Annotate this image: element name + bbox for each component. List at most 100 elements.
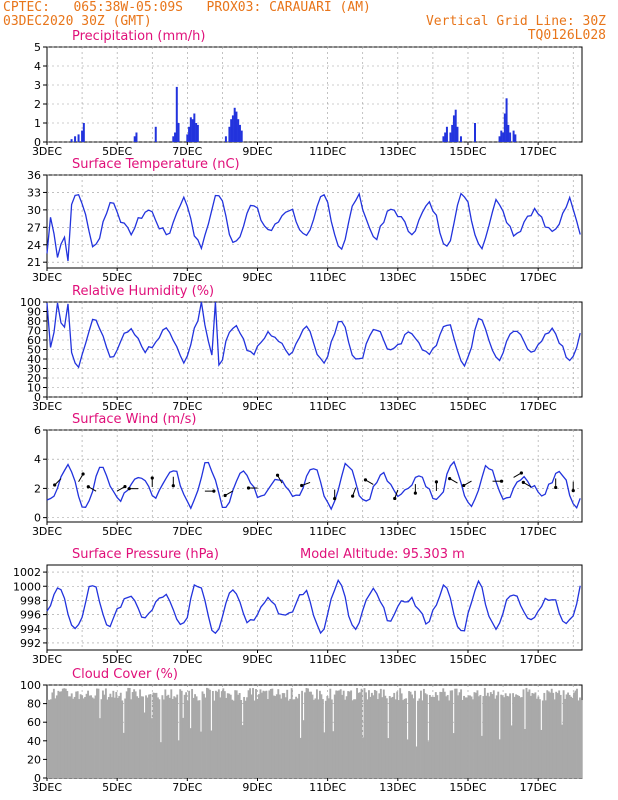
panel-title: Relative Humidity (%) xyxy=(72,284,214,299)
cloud-bar xyxy=(558,690,561,778)
cloud-bar xyxy=(155,692,158,778)
cloud-bar xyxy=(315,689,318,778)
y-tick-label: 30 xyxy=(27,204,41,217)
cloud-bar xyxy=(431,696,434,778)
cloud-bar xyxy=(373,689,376,778)
cloud-bar xyxy=(504,693,507,778)
y-tick-label: 33 xyxy=(27,186,41,199)
wind-arrow-head xyxy=(363,478,368,482)
x-tick-label: 7DEC xyxy=(172,653,202,666)
x-tick-label: 15DEC xyxy=(449,145,486,158)
cloud-bar xyxy=(107,697,110,778)
cloud-bar xyxy=(183,694,186,778)
cloud-bar xyxy=(579,697,581,778)
x-tick-label: 15DEC xyxy=(449,525,486,538)
cloud-bar xyxy=(73,696,76,778)
cloud-bar xyxy=(87,690,90,778)
cloud-bar xyxy=(96,688,98,778)
cloud-bar xyxy=(55,695,58,778)
cloud-bar xyxy=(360,688,363,778)
cloud-bar xyxy=(286,689,289,778)
wind-arrow-head xyxy=(393,496,397,501)
header-line2-right: Vertical Grid Line: 30Z xyxy=(425,14,606,29)
cloud-bar xyxy=(93,698,95,778)
cloud-bar xyxy=(249,688,251,778)
cloud-bar xyxy=(272,695,275,778)
cloud-bar xyxy=(531,693,534,778)
cloud-bar xyxy=(186,700,189,778)
x-tick-label: 17DEC xyxy=(520,145,557,158)
cloud-bar xyxy=(464,697,467,778)
x-tick-label: 15DEC xyxy=(449,271,486,284)
x-tick-label: 3DEC xyxy=(32,525,62,538)
y-tick-label: 0 xyxy=(34,391,41,404)
cloud-bar xyxy=(148,694,150,778)
cloud-bar xyxy=(82,698,85,778)
cloud-bar xyxy=(113,697,116,778)
cloud-bar xyxy=(121,700,124,778)
cloud-bar xyxy=(354,699,357,778)
cloud-bar xyxy=(305,687,308,778)
cloud-bar xyxy=(336,690,339,778)
cloud-bar xyxy=(284,697,287,778)
cloud-bar xyxy=(226,693,229,778)
cloud-bar xyxy=(191,688,194,778)
cloud-bar xyxy=(427,741,430,778)
cloud-bar xyxy=(210,730,213,778)
cloud-bar xyxy=(49,699,52,778)
cloud-bar xyxy=(402,700,405,778)
cloud-bar xyxy=(99,718,101,778)
cloud-bar xyxy=(182,717,185,778)
cloud-bar xyxy=(213,700,216,778)
cloud-bar xyxy=(161,695,164,778)
cloud-bar xyxy=(281,693,284,778)
cloud-bar xyxy=(414,690,416,778)
cloud-bar xyxy=(88,695,91,778)
cloud-bar xyxy=(220,691,223,778)
cloud-bar xyxy=(372,695,375,778)
header-line1: CPTEC: 065:38W-05:09S PROX03: CARAUARI (… xyxy=(3,0,371,15)
cloud-bar xyxy=(501,695,504,778)
wind-arrow-head xyxy=(171,484,175,488)
cloud-bar xyxy=(576,688,578,778)
cloud-bar xyxy=(159,742,162,778)
cloud-bar xyxy=(437,700,440,778)
panel-title: Cloud Cover (%) xyxy=(72,667,178,682)
x-tick-label: 3DEC xyxy=(32,145,62,158)
cloud-bar xyxy=(296,698,299,778)
wind-arrow-head xyxy=(499,479,504,483)
cloud-bar xyxy=(287,700,290,778)
cloud-bar xyxy=(326,696,329,778)
cloud-bar xyxy=(203,693,205,778)
cloud-bar xyxy=(47,699,49,778)
cloud-bar xyxy=(488,696,491,778)
cloud-bar xyxy=(415,746,418,778)
cloud-bar xyxy=(292,699,295,778)
y-tick-label: 0 xyxy=(34,772,41,785)
header-line3-right: TQ0126L028 xyxy=(527,28,606,43)
cloud-bar xyxy=(207,688,210,778)
cloud-bar xyxy=(216,691,219,778)
y-tick-label: 2 xyxy=(34,98,41,111)
cloud-bar xyxy=(359,692,361,778)
cloud-bar xyxy=(519,697,522,778)
cloud-bar xyxy=(48,699,51,778)
wind-arrow-head xyxy=(351,494,355,498)
cloud-bar xyxy=(139,689,142,778)
cloud-bar xyxy=(467,695,470,778)
cloud-bar xyxy=(238,693,241,778)
cloud-bar xyxy=(409,691,412,778)
cloud-bar xyxy=(302,720,305,778)
cloud-bar xyxy=(52,688,55,778)
cloud-bar xyxy=(406,739,409,778)
cloud-bar xyxy=(173,696,176,778)
cloud-bar xyxy=(516,695,519,778)
cloud-bar xyxy=(51,692,54,778)
cloud-bar xyxy=(457,695,460,778)
cloud-bar xyxy=(104,688,107,778)
cloud-bar xyxy=(232,700,235,778)
cloud-bar xyxy=(449,690,452,778)
cloud-bar xyxy=(489,692,492,778)
cloud-bar xyxy=(547,691,550,778)
